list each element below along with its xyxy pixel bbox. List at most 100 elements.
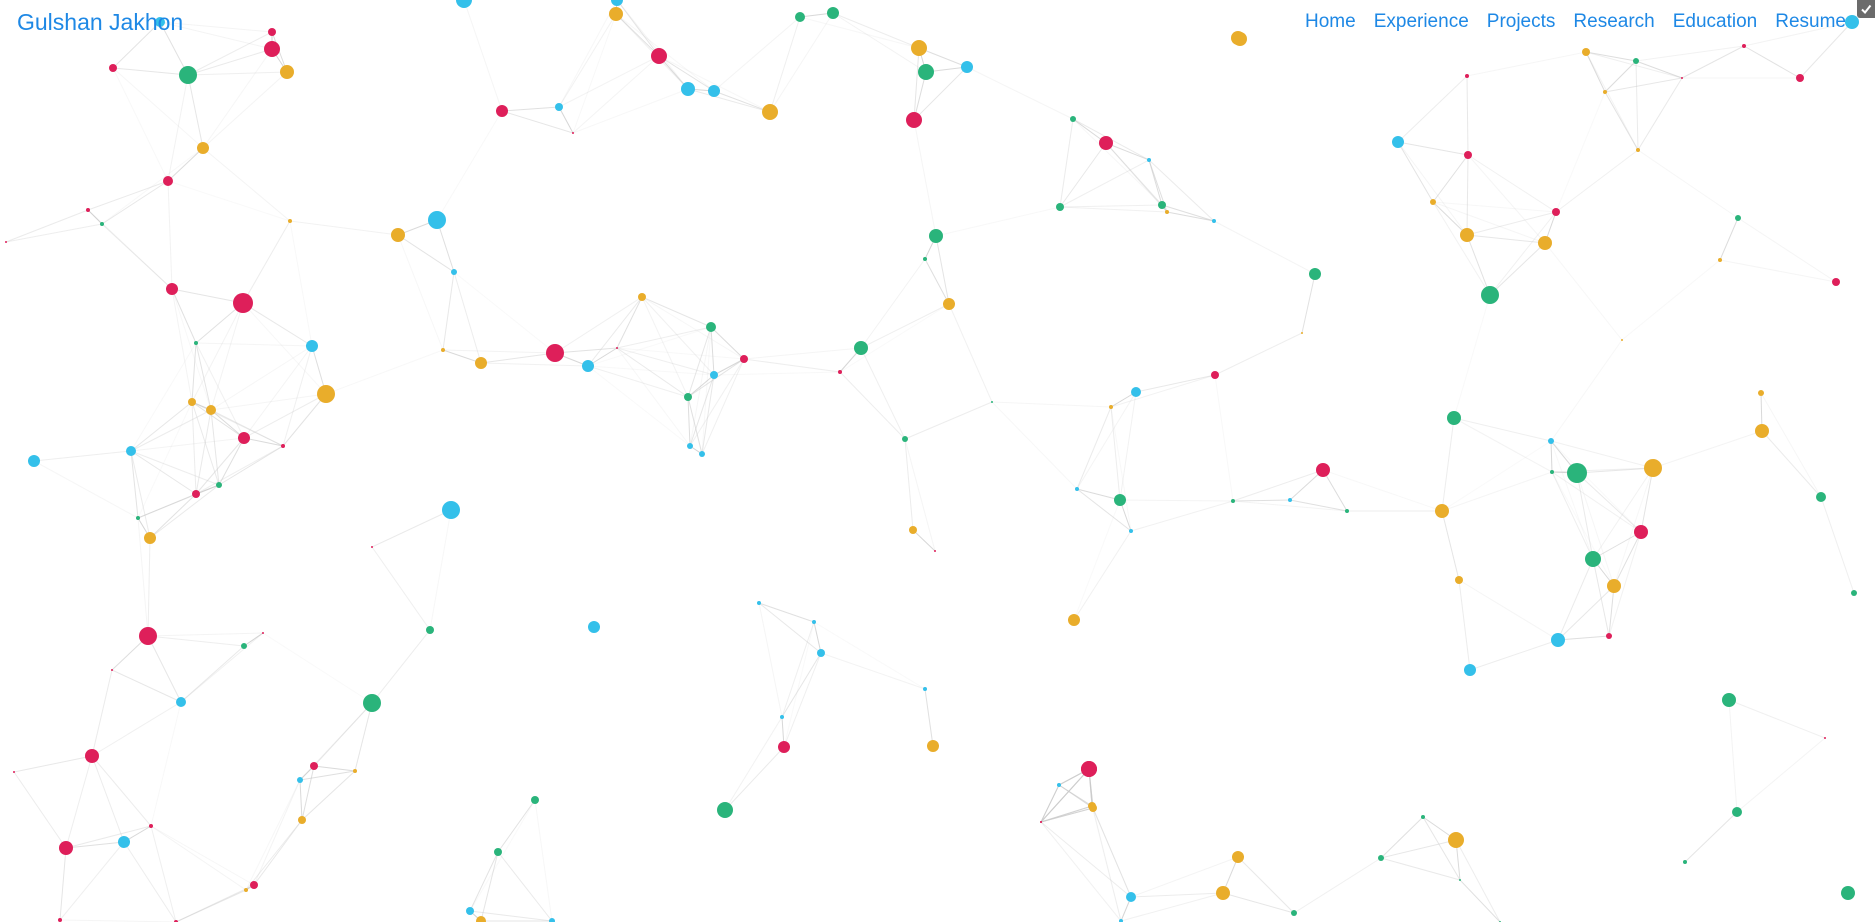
network-node xyxy=(216,482,222,488)
network-edge xyxy=(202,48,273,149)
network-edge xyxy=(1637,149,1739,219)
network-edge xyxy=(202,71,288,149)
network-edge xyxy=(1544,242,1623,341)
network-nodes xyxy=(5,0,1859,922)
nav-research[interactable]: Research xyxy=(1573,11,1655,32)
network-edge xyxy=(1432,201,1468,236)
network-edge xyxy=(1640,467,1654,533)
network-edge xyxy=(713,358,745,376)
network-edge xyxy=(1301,273,1316,334)
network-node xyxy=(238,432,250,444)
network-edge xyxy=(572,55,660,134)
network-node xyxy=(1070,116,1076,122)
network-edge xyxy=(1119,499,1234,502)
network-edge xyxy=(253,819,303,886)
network-edge xyxy=(710,326,745,360)
network-node xyxy=(1068,614,1080,626)
network-edge xyxy=(1397,75,1468,143)
network-edge xyxy=(701,358,745,455)
nav-education[interactable]: Education xyxy=(1672,11,1758,32)
network-edge xyxy=(218,445,284,486)
network-edge xyxy=(1441,440,1552,512)
network-node xyxy=(1109,405,1113,409)
network-edge xyxy=(1040,768,1090,823)
network-edge xyxy=(1322,469,1443,512)
network-edge xyxy=(1432,201,1557,213)
network-node xyxy=(1165,210,1169,214)
network-node xyxy=(1460,228,1474,242)
network-edge xyxy=(299,779,303,821)
network-edge xyxy=(587,365,689,398)
network-edge xyxy=(758,602,783,718)
network-node xyxy=(1129,529,1133,533)
network-node xyxy=(494,848,502,856)
nav-home[interactable]: Home xyxy=(1305,11,1356,32)
nav-experience[interactable]: Experience xyxy=(1373,11,1469,32)
network-node xyxy=(1448,832,1464,848)
network-node xyxy=(1316,463,1330,477)
network-edge xyxy=(1040,768,1090,823)
network-edge xyxy=(243,345,313,439)
network-edge xyxy=(469,851,499,912)
network-edge xyxy=(935,235,950,305)
network-edge xyxy=(1608,585,1615,637)
network-node xyxy=(109,64,117,72)
network-node xyxy=(188,398,196,406)
network-edge xyxy=(1466,234,1546,244)
network-node xyxy=(176,697,186,707)
network-node xyxy=(651,48,667,64)
network-edge xyxy=(289,220,313,347)
network-edge xyxy=(587,365,691,447)
network-edge xyxy=(65,841,125,849)
network-node xyxy=(1216,886,1230,900)
network-edge xyxy=(1040,768,1090,823)
network-edge xyxy=(180,645,245,703)
network-edge xyxy=(701,326,712,455)
network-edge xyxy=(1432,201,1491,296)
corner-toggle-button[interactable] xyxy=(1857,0,1875,18)
network-node xyxy=(1758,390,1764,396)
network-node xyxy=(923,257,927,261)
network-node xyxy=(1392,136,1404,148)
network-edge xyxy=(1736,737,1826,813)
network-edge xyxy=(210,409,284,447)
network-edge xyxy=(1232,469,1324,502)
network-edge xyxy=(1455,839,1501,922)
network-edge xyxy=(558,55,660,108)
network-edge xyxy=(130,342,197,452)
network-edge xyxy=(171,288,193,403)
network-node xyxy=(194,341,198,345)
network-edge xyxy=(1576,467,1654,474)
network-node xyxy=(86,208,90,212)
nav-resume[interactable]: Resume xyxy=(1775,11,1846,32)
network-node xyxy=(638,293,646,301)
network-node xyxy=(126,446,136,456)
network-edge xyxy=(1161,204,1215,222)
network-node xyxy=(609,7,623,21)
network-node xyxy=(1832,278,1840,286)
nav-projects[interactable]: Projects xyxy=(1486,11,1556,32)
network-edge xyxy=(658,55,715,92)
network-edge xyxy=(615,13,660,57)
network-edge xyxy=(769,16,801,113)
network-edge xyxy=(1453,294,1491,419)
network-node xyxy=(1481,286,1499,304)
network-node xyxy=(306,340,318,352)
network-edge xyxy=(175,884,255,922)
network-node xyxy=(428,211,446,229)
network-edge xyxy=(87,209,103,225)
network-node xyxy=(757,601,761,605)
network-node xyxy=(155,17,165,27)
network-edge xyxy=(1091,805,1122,922)
brand-link[interactable]: Gulshan Jakhon xyxy=(17,9,184,35)
network-node xyxy=(1231,499,1235,503)
network-edge xyxy=(658,55,771,113)
network-edge xyxy=(918,47,968,68)
network-edge xyxy=(171,288,244,304)
network-edge xyxy=(572,88,689,134)
network-edge xyxy=(687,88,771,113)
network-node xyxy=(687,443,693,449)
network-edge xyxy=(91,755,152,827)
network-edge xyxy=(1040,821,1132,898)
network-edge xyxy=(587,296,643,367)
